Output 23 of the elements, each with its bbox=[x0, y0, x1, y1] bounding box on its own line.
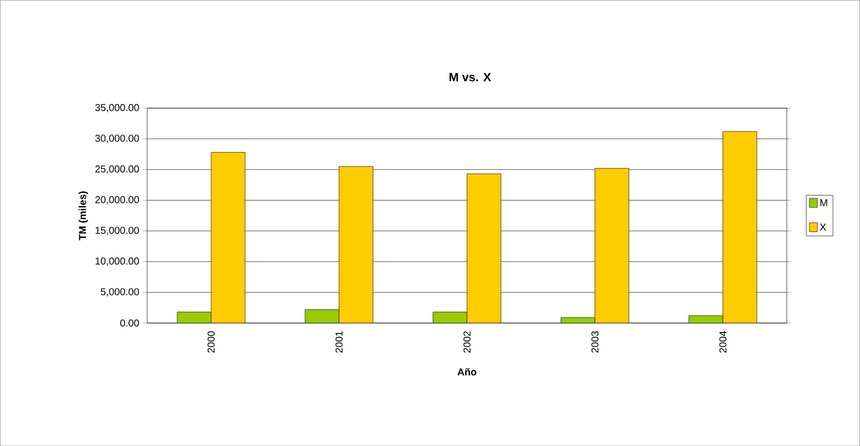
bar bbox=[338, 166, 374, 323]
y-tick-label: 10,000.00 bbox=[96, 257, 139, 266]
x-tick-label: 2000 bbox=[208, 331, 215, 352]
y-tick-label: 35,000.00 bbox=[95, 104, 139, 112]
legend-label: X bbox=[820, 223, 826, 230]
x-tick-label: 2002 bbox=[463, 331, 471, 352]
x-tick-label: 2003 bbox=[591, 331, 598, 352]
x-tick-label: 2004 bbox=[719, 331, 726, 352]
y-tick-label: 30,000.00 bbox=[95, 134, 139, 143]
bar bbox=[210, 152, 246, 323]
y-tick-label: 5,000.00 bbox=[100, 288, 139, 296]
bar bbox=[722, 131, 758, 323]
y-axis-title: TM (miles) bbox=[78, 191, 88, 240]
bar bbox=[594, 168, 630, 323]
bar bbox=[466, 174, 502, 323]
x-axis-title: Año bbox=[458, 368, 476, 376]
legend-label: M bbox=[820, 199, 828, 206]
y-tick-label: 0.00 bbox=[120, 319, 139, 326]
x-tick-label: 2001 bbox=[336, 331, 343, 352]
y-tick-label: 20,000.00 bbox=[95, 196, 139, 204]
y-tick-label: 15,000.00 bbox=[96, 226, 139, 235]
y-tick-label: 25,000.00 bbox=[95, 165, 139, 174]
chart-title: M vs. X bbox=[450, 72, 492, 82]
